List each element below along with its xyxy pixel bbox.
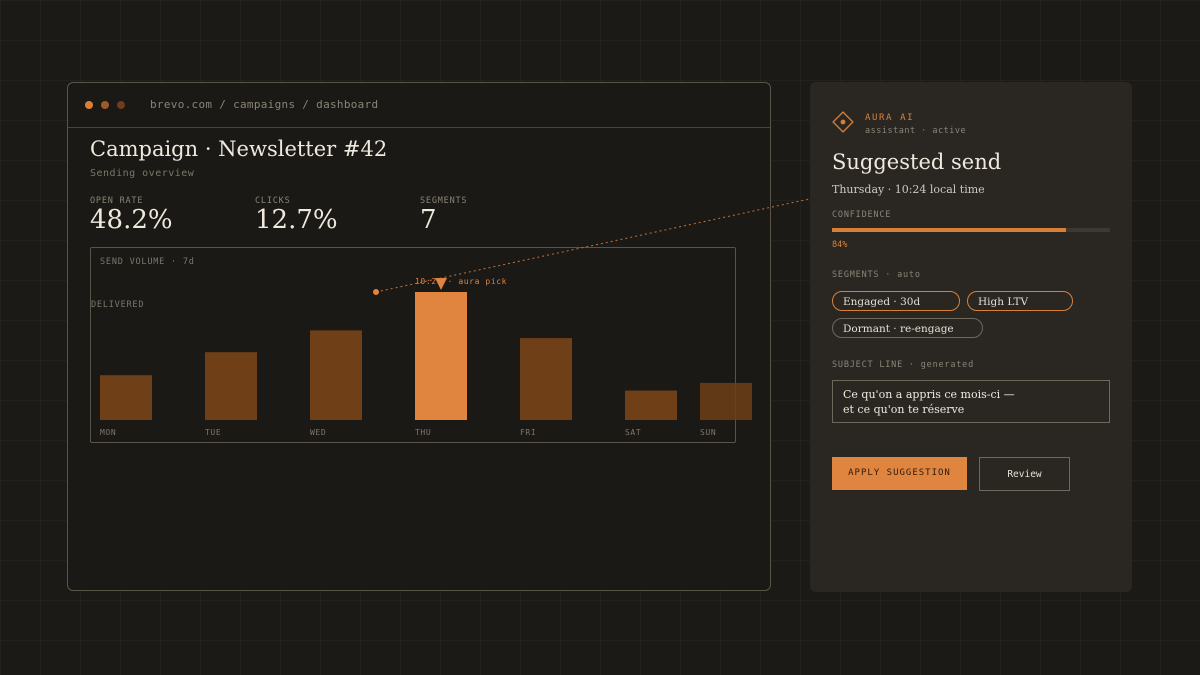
segment-chip-high-ltv[interactable]: High LTV — [967, 291, 1073, 311]
segment-chip-engaged[interactable]: Engaged · 30d — [832, 291, 960, 311]
subject-line-label: SUBJECT LINE · generated — [832, 360, 975, 370]
aura-logo-icon — [832, 111, 854, 133]
subject-line-text-1: Ce qu'on a appris ce mois-ci — — [843, 388, 1015, 401]
window-dot-close[interactable] — [85, 101, 93, 109]
bar-label-mon: MON — [100, 428, 116, 437]
send-volume-chart: SEND VOLUME · 7d DELIVERED MON TUE WED THU F… — [90, 247, 752, 443]
confidence-percent: 84% — [832, 240, 848, 250]
bar-fri[interactable] — [520, 338, 572, 420]
bar-wed[interactable] — [310, 330, 362, 420]
bar-thu[interactable] — [415, 292, 467, 420]
confidence-bar — [832, 228, 1110, 232]
metric-value-clicks: 12.7% — [255, 205, 338, 235]
page-subtitle: Sending overview — [90, 168, 195, 179]
bar-label-wed: WED — [310, 428, 326, 437]
suggestion-title: Suggested send — [832, 150, 1002, 174]
assistant-status: assistant · active — [865, 126, 967, 136]
subject-line-text-2: et ce qu'on te réserve — [843, 403, 965, 416]
chart-title: SEND VOLUME · 7d — [100, 257, 195, 267]
aura-pick-annotation: 10:24 · aura pick — [415, 277, 507, 286]
confidence-bar-fill — [832, 228, 1066, 232]
metric-label-clicks: CLICKS — [255, 196, 291, 206]
address-bar[interactable]: brevo.com / campaigns / dashboard — [150, 98, 379, 111]
browser-toolbar: brevo.com / campaigns / dashboard — [68, 83, 770, 128]
suggestion-time: Thursday · 10:24 local time — [832, 183, 985, 196]
apply-suggestion-button[interactable]: APPLY SUGGESTION — [832, 457, 967, 490]
segments-label: SEGMENTS · auto — [832, 270, 921, 280]
metric-label-open-rate: OPEN RATE — [90, 196, 144, 206]
bar-label-tue: TUE — [205, 428, 221, 437]
segment-chip-dormant[interactable]: Dormant · re-engage — [832, 318, 983, 338]
window-dot-maximize[interactable] — [117, 101, 125, 109]
confidence-label: CONFIDENCE — [832, 210, 892, 220]
review-button[interactable]: Review — [979, 457, 1070, 491]
bar-sat[interactable] — [625, 390, 677, 420]
bar-label-thu: THU — [415, 428, 431, 437]
browser-window: brevo.com / campaigns / dashboard Campai… — [67, 82, 771, 591]
assistant-panel: AURA AI assistant · active Suggested sen… — [810, 82, 1132, 592]
page-title: Campaign · Newsletter #42 — [90, 137, 388, 161]
bar-tue[interactable] — [205, 352, 257, 420]
metric-value-segments: 7 — [420, 205, 437, 235]
bar-chart-svg: MON TUE WED THU FRI SAT SUN 10:24 · aura pick — [100, 277, 752, 437]
bar-sun[interactable] — [700, 382, 752, 420]
subject-line-field[interactable]: Ce qu'on a appris ce mois-ci — et ce qu'… — [832, 380, 1110, 423]
window-dot-minimize[interactable] — [101, 101, 109, 109]
bar-mon[interactable] — [100, 375, 152, 420]
bar-label-sun: SUN — [700, 428, 716, 437]
metric-value-open-rate: 48.2% — [90, 205, 173, 235]
bar-label-fri: FRI — [520, 428, 536, 437]
bar-label-sat: SAT — [625, 428, 641, 437]
assistant-name: AURA AI — [865, 113, 915, 123]
chart-legend: DELIVERED — [91, 300, 145, 310]
